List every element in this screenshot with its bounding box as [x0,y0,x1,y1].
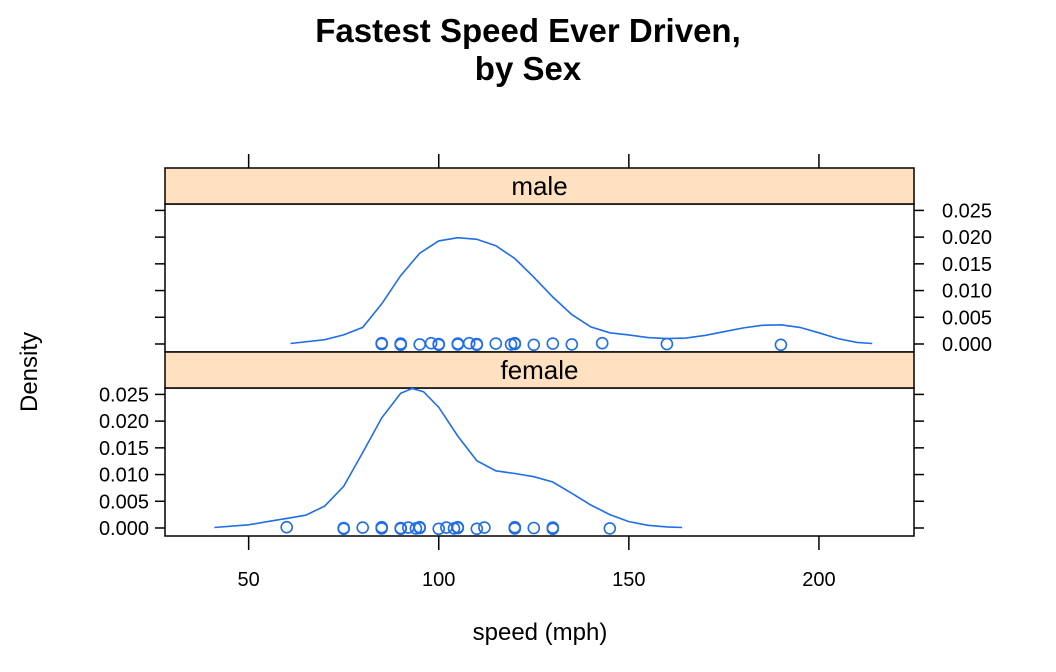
data-point [470,338,484,352]
data-point [603,522,617,535]
y-tick-label: 0.015 [99,438,149,460]
data-point [424,336,438,350]
y-tick-label: 0.010 [99,465,149,487]
y-tick-label: 0.010 [942,281,992,303]
data-point [546,337,560,350]
chart-title-line-1: Fastest Speed Ever Driven, [315,12,741,49]
density-line-female [214,387,683,529]
data-point [508,337,522,351]
data-point [337,522,351,536]
y-tick-label: 0.005 [99,491,149,513]
y-tick-label: 0.025 [942,200,992,222]
y-tick-label: 0.025 [99,384,149,406]
data-point [413,338,427,351]
data-point [394,337,408,350]
chart-title: Fastest Speed Ever Driven, by Sex [0,12,1056,88]
data-point [565,338,579,351]
data-point [451,521,465,535]
y-tick-label: 0.000 [942,334,992,356]
data-point [470,522,484,536]
data-point [462,336,476,350]
panel-frame-female [164,387,915,537]
data-point [527,338,541,352]
y-tick-label: 0.000 [99,518,149,540]
data-point [478,521,491,534]
data-point [356,521,370,534]
y-tick-label: 0.005 [942,307,992,329]
strip-male [164,167,915,205]
panel-male: male 0.000 0.005 0.010 0.015 0.020 0.025 [155,167,992,356]
data-point [489,337,503,350]
chart-title-line-2: by Sex [474,50,582,87]
panels-layer: male0.0000.0050.0100.0150.0200.025female… [99,154,992,591]
y-tick-label: 0.020 [99,411,149,433]
y-tick-label: 0.020 [942,227,992,249]
data-point [527,521,541,535]
strip-label-female: female [500,355,578,385]
x-tick-label: 150 [612,569,645,591]
strip-label-male: male [511,171,567,201]
data-point [375,337,389,351]
y-axis-title: Density [16,332,43,412]
data-point [280,520,294,534]
data-point [508,520,522,534]
strip-female [164,351,915,389]
data-point [660,337,674,351]
x-tick-label: 50 [238,569,260,591]
data-point [432,338,446,352]
data-point [432,522,446,536]
y-tick-label: 0.015 [942,254,992,276]
x-tick-label: 200 [802,569,835,591]
x-axis-title: speed (mph) [473,619,608,646]
data-point [451,338,465,351]
density-line-male [290,236,873,345]
data-point [595,336,609,350]
panel-female: female 0.000 0.005 0.010 0.015 0.020 0.025 [99,351,924,540]
panel-frame-male [164,203,915,353]
data-point [546,521,560,534]
data-point [394,522,408,536]
x-tick-label: 100 [422,569,455,591]
data-point [375,520,389,534]
data-point [774,338,788,352]
data-point [413,521,427,535]
